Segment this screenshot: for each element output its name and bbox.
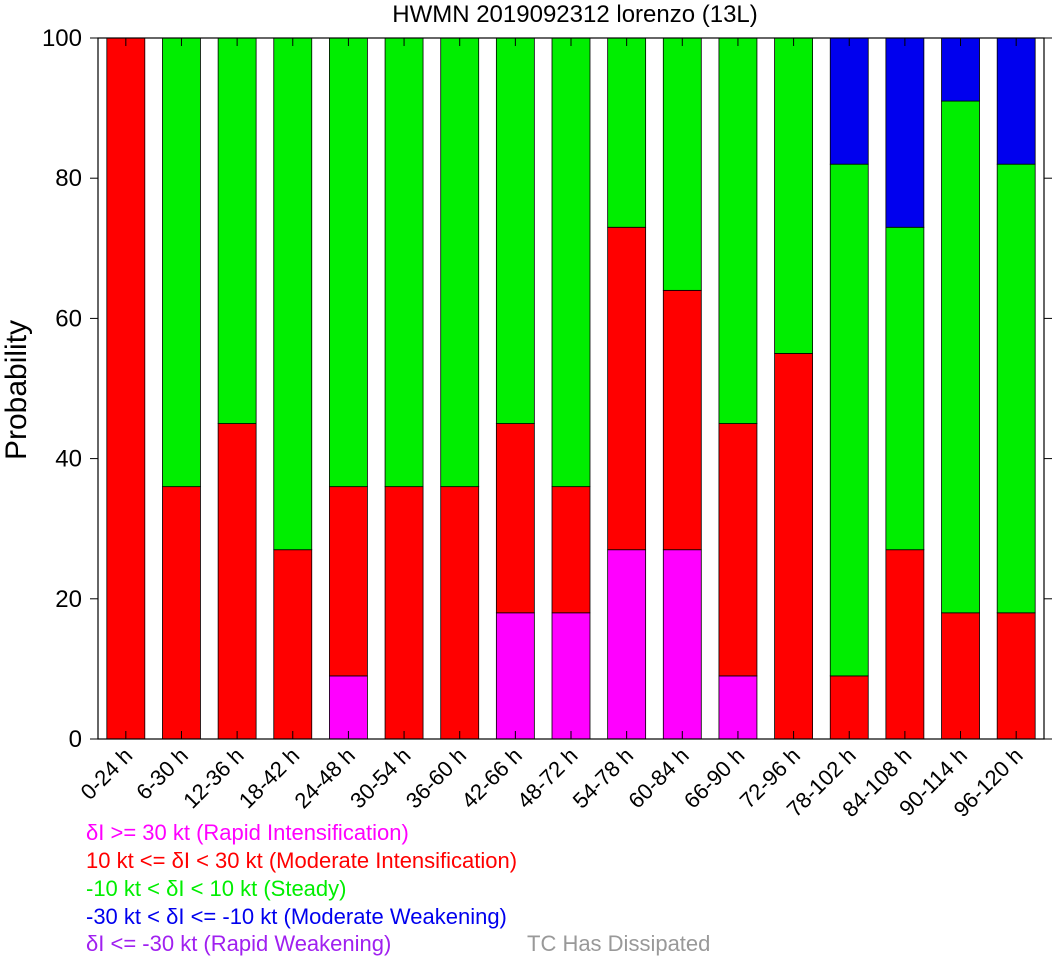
bar-segment xyxy=(885,226,925,551)
bar-segment xyxy=(217,37,257,424)
bar-segment xyxy=(329,37,368,488)
bar-segment xyxy=(885,549,925,740)
bar-segment xyxy=(607,549,647,740)
legend-item-rapid-intensification: δI >= 30 kt (Rapid Intensification) xyxy=(86,820,409,845)
bar-segment xyxy=(440,486,480,740)
bar-segment xyxy=(495,37,535,424)
legend-item-steady: -10 kt < δI < 10 kt (Steady) xyxy=(86,876,347,901)
bar-segment xyxy=(551,37,591,488)
y-tick-label: 20 xyxy=(55,586,82,613)
bar-segment xyxy=(607,37,647,228)
bar-segment xyxy=(217,423,257,740)
y-tick-label: 0 xyxy=(69,726,82,753)
bar-segment xyxy=(329,675,368,740)
x-tick-label: 66-90 h xyxy=(679,743,749,813)
x-tick-label: 30-54 h xyxy=(345,743,415,813)
y-tick-label: 80 xyxy=(55,165,82,192)
bar-segment xyxy=(662,549,702,740)
x-tick-label: 0-24 h xyxy=(76,743,138,805)
legend-item-moderate-intensification: 10 kt <= δI < 30 kt (Moderate Intensific… xyxy=(86,848,518,873)
bar-segment xyxy=(941,37,980,102)
y-tick-label: 40 xyxy=(55,446,82,473)
bar-segment xyxy=(662,289,702,551)
x-tick-label: 36-60 h xyxy=(401,743,471,813)
x-tick-label: 24-48 h xyxy=(290,743,360,813)
y-tick-label: 60 xyxy=(55,305,82,332)
legend-item-moderate-weakening: -30 kt < δI <= -10 kt (Moderate Weakenin… xyxy=(86,904,507,929)
bar-segment xyxy=(273,37,313,551)
bar-segment xyxy=(162,37,201,488)
bars-layer xyxy=(106,37,1036,740)
y-axis: 0 20 40 60 80 100 xyxy=(42,25,1052,753)
bar-segment xyxy=(996,37,1036,165)
bar-segment xyxy=(495,612,535,740)
bar-segment xyxy=(774,37,813,354)
legend-item-rapid-weakening: δI <= -30 kt (Rapid Weakening) xyxy=(86,931,392,956)
bar-segment xyxy=(551,486,591,614)
bar-segment xyxy=(941,100,980,614)
bar-segment xyxy=(718,37,758,424)
bar-segment xyxy=(384,37,424,488)
bar-segment xyxy=(885,37,925,228)
bar-segment xyxy=(996,163,1036,614)
bar-segment xyxy=(829,675,869,740)
bar-segment xyxy=(941,612,980,740)
bar-segment xyxy=(774,353,813,740)
y-axis-label: Probability xyxy=(0,320,33,460)
x-tick-label: 48-72 h xyxy=(512,743,582,813)
bar-segment xyxy=(829,37,869,165)
bar-segment xyxy=(829,163,869,677)
bar-segment xyxy=(162,486,201,740)
bar-segment xyxy=(607,226,647,551)
y-tick-label: 100 xyxy=(42,25,82,52)
bar-segment xyxy=(384,486,424,740)
legend-item-dissipated: TC Has Dissipated xyxy=(527,931,711,956)
x-tick-label: 18-42 h xyxy=(234,743,304,813)
bar-segment xyxy=(329,486,368,677)
chart-title: HWMN 2019092312 lorenzo (13L) xyxy=(392,1,758,28)
bar-segment xyxy=(106,37,146,740)
bar-segment xyxy=(996,612,1036,740)
x-tick-label: 42-66 h xyxy=(456,743,526,813)
bar-segment xyxy=(440,37,480,488)
x-tick-label: 60-84 h xyxy=(623,743,693,813)
bar-segment xyxy=(495,423,535,614)
bar-segment xyxy=(551,612,591,740)
bar-segment xyxy=(718,423,758,677)
bar-segment xyxy=(273,549,313,740)
bar-segment xyxy=(662,37,702,291)
x-tick-label: 54-78 h xyxy=(568,743,638,813)
bar-segment xyxy=(718,675,758,740)
x-tick-label: 12-36 h xyxy=(178,743,248,813)
